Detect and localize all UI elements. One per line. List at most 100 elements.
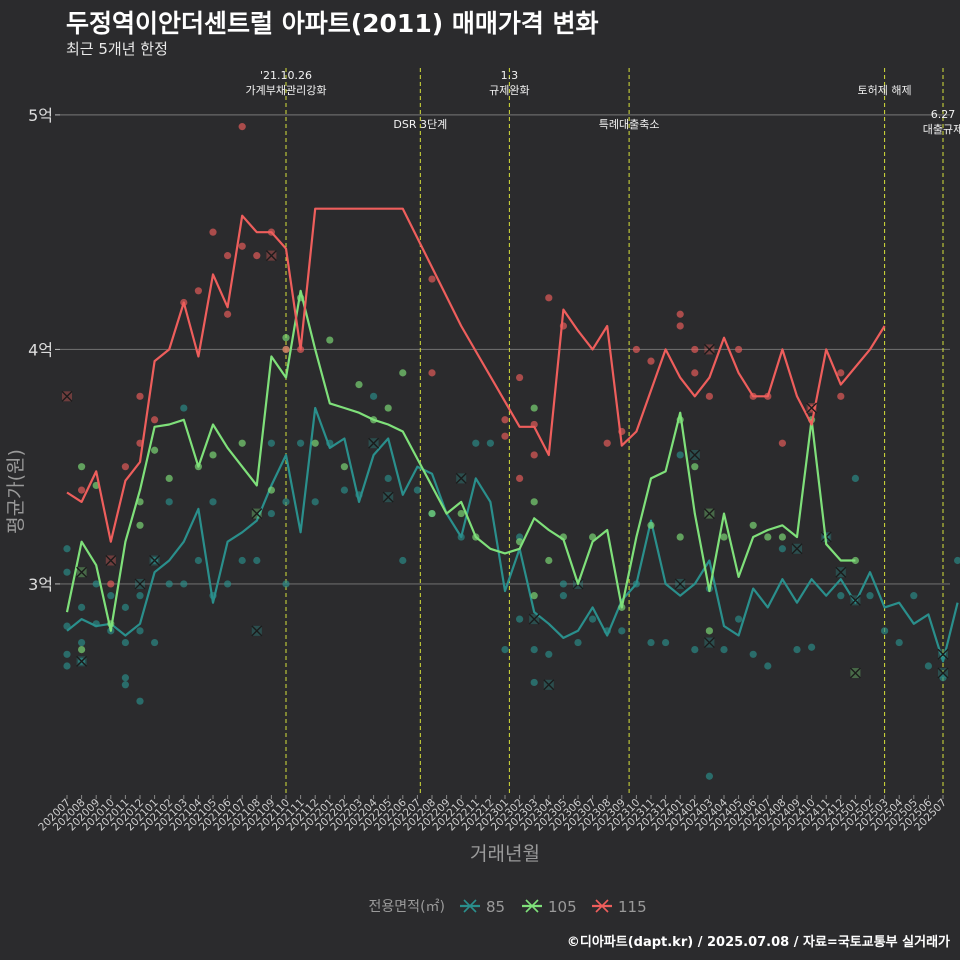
scatter-point xyxy=(224,252,232,260)
y-tick-label: 3억 xyxy=(28,575,53,594)
scatter-point xyxy=(238,242,246,250)
scatter-point xyxy=(78,646,86,654)
cross-mark xyxy=(455,472,467,484)
scatter-point xyxy=(180,404,188,412)
annotation-label: 토허제 해제 xyxy=(858,83,912,97)
scatter-point xyxy=(691,463,699,471)
scatter-point xyxy=(866,592,874,600)
scatter-point xyxy=(136,627,144,635)
scatter-point xyxy=(735,615,743,623)
scatter-point xyxy=(632,345,641,354)
cross-mark xyxy=(61,390,73,402)
scatter-point xyxy=(530,451,538,459)
scatter-point xyxy=(472,439,480,447)
scatter-point xyxy=(735,345,743,354)
scatter-point xyxy=(224,580,232,588)
scatter-point xyxy=(136,697,144,705)
annotation-label: 가계부채관리강화 xyxy=(246,84,327,97)
scatter-point xyxy=(311,498,319,506)
scatter-point xyxy=(574,638,582,647)
legend-key-cross xyxy=(525,899,539,913)
scatter-point xyxy=(589,533,597,541)
series-85 xyxy=(63,392,960,780)
scatter-point xyxy=(910,592,918,600)
scatter-point xyxy=(705,627,714,635)
scatter-point xyxy=(63,568,71,576)
scatter-point xyxy=(662,638,670,647)
y-axis-title: 평균가(원) xyxy=(5,449,27,534)
scatter-point xyxy=(837,369,845,377)
scatter-point xyxy=(516,373,524,382)
cross-mark xyxy=(368,437,380,449)
scatter-point xyxy=(136,592,144,600)
scatter-point xyxy=(486,439,494,447)
scatter-point xyxy=(78,463,86,471)
cross-mark xyxy=(689,449,701,461)
cross-mark xyxy=(76,655,88,667)
scatter-point xyxy=(691,369,699,377)
series-line-105 xyxy=(65,289,856,632)
cross-mark xyxy=(251,508,263,520)
scatter-point xyxy=(413,486,421,494)
scatter-point xyxy=(121,674,129,682)
scatter-point xyxy=(121,603,129,611)
series-line-85 xyxy=(66,406,959,663)
scatter-point xyxy=(399,369,407,377)
scatter-point xyxy=(545,650,553,658)
scatter-point xyxy=(793,646,801,654)
scatter-point xyxy=(749,521,757,529)
scatter-point xyxy=(428,369,436,377)
scatter-point xyxy=(676,322,684,330)
cross-mark xyxy=(835,566,847,578)
cross-mark xyxy=(937,667,949,679)
scatter-point xyxy=(282,345,290,354)
scatter-point xyxy=(530,678,538,687)
scatter-point xyxy=(282,498,290,506)
cross-mark xyxy=(703,508,715,520)
scatter-point xyxy=(778,533,787,541)
scatter-point xyxy=(267,509,275,518)
cross-mark xyxy=(806,402,818,414)
scatter-point xyxy=(121,463,129,471)
y-tick-label: 5억 xyxy=(28,106,53,125)
scatter-point xyxy=(399,556,407,565)
scatter-point xyxy=(691,646,699,654)
cross-mark xyxy=(134,578,146,590)
scatter-point xyxy=(370,392,378,400)
scatter-point xyxy=(501,416,509,424)
cross-mark xyxy=(849,667,861,679)
scatter-point xyxy=(705,392,714,400)
scatter-point xyxy=(151,446,159,454)
scatter-point xyxy=(530,498,538,506)
scatter-point xyxy=(92,580,100,588)
scatter-point xyxy=(253,252,261,260)
scatter-point xyxy=(238,439,246,447)
scatter-point xyxy=(516,615,524,623)
scatter-point xyxy=(603,439,611,447)
scatter-point xyxy=(78,638,86,647)
annotation-label: 대출규제 xyxy=(923,123,960,136)
scatter-point xyxy=(720,533,728,541)
cross-mark xyxy=(105,554,117,566)
scatter-point xyxy=(136,392,144,400)
scatter-point xyxy=(151,638,159,647)
scatter-point xyxy=(165,474,173,483)
scatter-point xyxy=(209,451,217,459)
scatter-point xyxy=(749,650,757,658)
scatter-point xyxy=(881,627,889,635)
scatter-point xyxy=(559,592,568,600)
scatter-point xyxy=(340,463,348,471)
page-title: 두정역이안더센트럴 아파트(2011) 매매가격 변화 xyxy=(66,9,599,38)
scatter-point xyxy=(253,556,261,565)
cross-mark xyxy=(251,625,263,637)
scatter-point xyxy=(530,404,538,412)
scatter-point xyxy=(954,556,960,565)
scatter-point xyxy=(194,556,202,565)
scatter-point xyxy=(895,638,903,647)
scatter-point xyxy=(238,556,246,565)
legend-title: 전용면적(㎡) xyxy=(369,899,445,915)
cross-mark xyxy=(543,679,555,691)
scatter-point xyxy=(778,545,787,553)
annotation-label: 특례대출축소 xyxy=(599,118,660,131)
series-115 xyxy=(61,123,886,588)
